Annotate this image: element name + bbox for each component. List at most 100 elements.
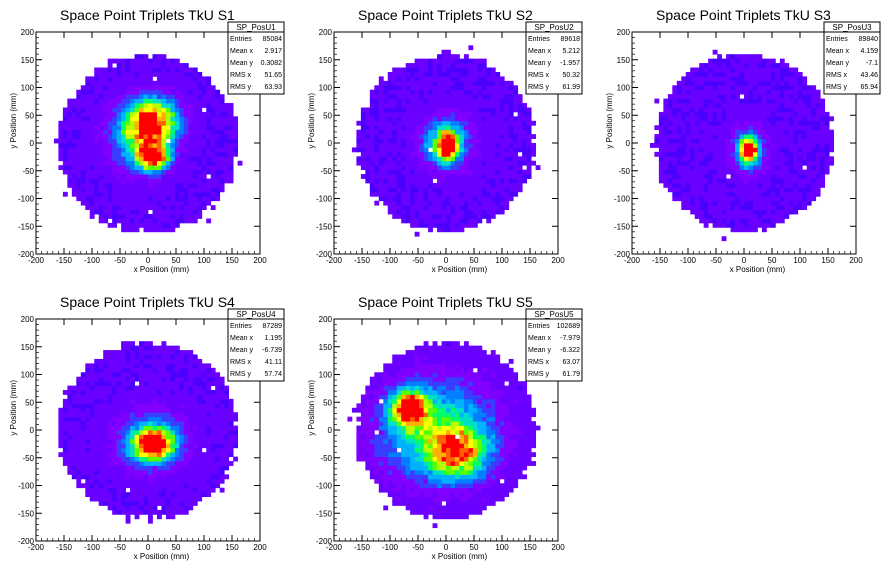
heatmap-bin: [174, 94, 180, 99]
heatmap-bin: [76, 430, 82, 435]
heatmap-bin: [143, 469, 149, 475]
heatmap-bin: [766, 169, 772, 175]
heatmap-bin: [134, 416, 140, 422]
heatmap-bin: [717, 111, 722, 117]
heatmap-bin: [744, 94, 749, 99]
heatmap-bin: [80, 474, 86, 480]
heatmap-bin: [757, 125, 763, 131]
heatmap-bin: [183, 129, 189, 135]
heatmap-bin: [676, 165, 682, 171]
heatmap-bin: [89, 403, 95, 409]
heatmap-bin: [219, 116, 225, 122]
heatmap-bin: [757, 169, 763, 175]
heatmap-bin: [499, 165, 505, 171]
heatmap-bin: [784, 178, 790, 184]
x-axis-label: x Position (mm): [432, 265, 488, 274]
heatmap-bin: [161, 385, 167, 391]
heatmap-bin: [206, 178, 212, 184]
heatmap-bin: [112, 434, 118, 440]
heatmap-bin: [161, 505, 167, 511]
heatmap-bin: [98, 107, 104, 113]
heatmap-bin: [94, 496, 100, 502]
heatmap-bin: [472, 107, 478, 113]
heatmap-bin: [387, 187, 393, 193]
heatmap-bin: [125, 407, 131, 413]
heatmap-bin: [152, 385, 158, 391]
heatmap-bin: [369, 182, 375, 188]
heatmap-bin: [468, 151, 474, 157]
heatmap-bin: [676, 187, 682, 193]
heatmap-bin: [192, 94, 198, 99]
heatmap-bin: [98, 363, 104, 369]
heatmap-bin: [495, 129, 501, 135]
heatmap-bin: [463, 196, 469, 202]
heatmap-bin: [703, 160, 709, 166]
heatmap-bin: [219, 169, 225, 175]
heatmap-bin: [112, 394, 118, 400]
heatmap-bin: [188, 71, 194, 77]
heatmap-bin: [98, 120, 104, 126]
heatmap-bin: [89, 182, 95, 188]
heatmap-bin: [174, 200, 180, 206]
heatmap-bin: [134, 514, 140, 520]
heatmap-bin: [130, 227, 135, 233]
heatmap-bin: [499, 94, 505, 99]
heatmap-bin: [116, 376, 122, 382]
heatmap-bin: [667, 169, 673, 175]
heatmap-bin: [134, 138, 140, 144]
heatmap-bin: [770, 103, 776, 108]
heatmap-bin: [224, 103, 230, 108]
heatmap-bin: [490, 98, 496, 104]
heatmap-bin: [419, 196, 424, 202]
heatmap-bin: [694, 214, 700, 219]
heatmap-bin: [139, 469, 144, 475]
heatmap-bin: [735, 80, 740, 86]
heatmap-bin: [170, 169, 176, 175]
heatmap-bin: [139, 63, 144, 68]
heatmap-bin: [179, 165, 185, 171]
histogram-panel: -200 -150 -100 -50 0 50 100 150 200-200-150-100-…: [9, 294, 285, 561]
heatmap-bin: [233, 116, 238, 122]
heatmap-bin: [116, 398, 122, 404]
heatmap-bin: [459, 147, 465, 153]
heatmap-bin: [437, 80, 442, 86]
heatmap-bin: [481, 94, 487, 99]
heatmap-bin: [98, 85, 104, 91]
heatmap-bin: [369, 120, 375, 126]
heatmap-bin: [161, 129, 167, 135]
heatmap-bin: [98, 165, 104, 171]
heatmap-bin: [454, 156, 460, 162]
heatmap-bin: [437, 116, 442, 122]
heatmap-bin: [192, 200, 198, 206]
heatmap-bin: [811, 116, 817, 122]
heatmap-bin: [139, 461, 144, 466]
heatmap-bin: [387, 200, 393, 206]
heatmap-bin: [392, 71, 398, 77]
heatmap-bin: [396, 103, 402, 108]
heatmap-bin: [76, 187, 82, 193]
heatmap-bin: [365, 129, 371, 135]
heatmap-bin: [681, 111, 687, 117]
x-tick-label: 150: [523, 256, 537, 265]
heatmap-bin: [156, 434, 162, 440]
heatmap-bin: [94, 178, 100, 184]
heatmap-bin: [432, 187, 438, 193]
heatmap-bin: [699, 111, 705, 117]
heatmap-bin: [454, 200, 460, 206]
heatmap-bin: [143, 443, 149, 449]
heatmap-bin: [148, 191, 153, 197]
heatmap-bin: [152, 138, 158, 144]
heatmap-bin: [446, 80, 451, 86]
heatmap-bin: [188, 103, 194, 108]
heatmap-bin: [107, 461, 113, 466]
heatmap-bin: [387, 71, 393, 77]
heatmap-bin: [121, 107, 126, 113]
heatmap-bin: [504, 138, 510, 144]
heatmap-bin: [757, 205, 763, 210]
heatmap-bin: [414, 151, 420, 157]
heatmap-bin: [708, 71, 714, 77]
heatmap-bin: [89, 214, 95, 219]
heatmap-bin: [463, 67, 469, 73]
heatmap-bin: [432, 71, 438, 77]
heatmap-bin: [62, 430, 68, 435]
